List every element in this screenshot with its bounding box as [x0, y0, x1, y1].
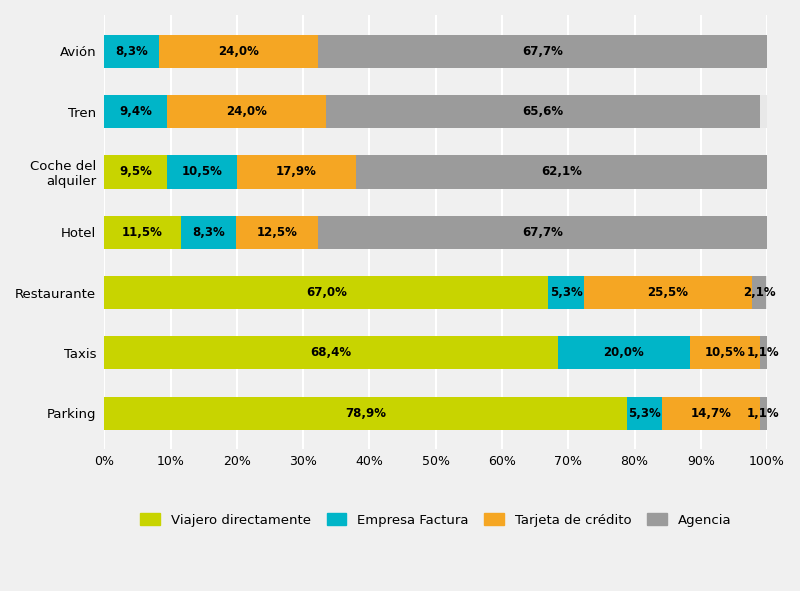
Text: 67,7%: 67,7% [522, 226, 563, 239]
Text: 9,4%: 9,4% [119, 105, 152, 118]
Text: 24,0%: 24,0% [226, 105, 266, 118]
Bar [236, 216, 318, 249]
Bar [159, 35, 318, 68]
Bar [318, 35, 767, 68]
Text: 2,1%: 2,1% [743, 286, 776, 299]
Text: 62,1%: 62,1% [541, 165, 582, 178]
Bar [583, 276, 753, 309]
Bar [105, 216, 181, 249]
Text: 67,7%: 67,7% [522, 45, 563, 58]
Bar [760, 397, 767, 430]
Text: 12,5%: 12,5% [257, 226, 298, 239]
Text: 8,3%: 8,3% [115, 45, 148, 58]
Bar [181, 216, 236, 249]
Text: 1,1%: 1,1% [747, 407, 780, 420]
Text: 68,4%: 68,4% [310, 346, 352, 359]
Bar [326, 95, 761, 128]
Bar [753, 276, 766, 309]
Bar [237, 155, 355, 189]
Bar [105, 95, 166, 128]
Text: 14,7%: 14,7% [690, 407, 731, 420]
Bar [105, 336, 767, 369]
Bar [105, 95, 767, 128]
Text: 5,3%: 5,3% [550, 286, 582, 299]
Bar [105, 276, 767, 309]
Text: 10,5%: 10,5% [705, 346, 746, 359]
Text: 24,0%: 24,0% [218, 45, 259, 58]
Bar [105, 336, 558, 369]
Bar [760, 336, 767, 369]
Text: 9,5%: 9,5% [119, 165, 152, 178]
Text: 1,1%: 1,1% [747, 346, 780, 359]
Legend: Viajero directamente, Empresa Factura, Tarjeta de crédito, Agencia: Viajero directamente, Empresa Factura, T… [135, 508, 736, 532]
Bar [167, 155, 237, 189]
Text: 17,9%: 17,9% [276, 165, 317, 178]
Bar [105, 155, 167, 189]
Text: 8,3%: 8,3% [192, 226, 225, 239]
Text: 65,6%: 65,6% [522, 105, 564, 118]
Bar [662, 397, 760, 430]
Text: 67,0%: 67,0% [306, 286, 347, 299]
Bar [166, 95, 326, 128]
Bar [558, 336, 690, 369]
Bar [105, 35, 159, 68]
Bar [105, 397, 767, 430]
Bar [690, 336, 760, 369]
Bar [105, 35, 767, 68]
Bar [318, 216, 767, 249]
Bar [355, 155, 767, 189]
Bar [105, 155, 767, 189]
Text: 25,5%: 25,5% [647, 286, 689, 299]
Text: 5,3%: 5,3% [629, 407, 661, 420]
Bar [549, 276, 583, 309]
Text: 78,9%: 78,9% [346, 407, 386, 420]
Bar [627, 397, 662, 430]
Bar [105, 397, 627, 430]
Bar [105, 216, 767, 249]
Text: 10,5%: 10,5% [182, 165, 222, 178]
Text: 20,0%: 20,0% [603, 346, 644, 359]
Bar [105, 276, 549, 309]
Text: 11,5%: 11,5% [122, 226, 163, 239]
